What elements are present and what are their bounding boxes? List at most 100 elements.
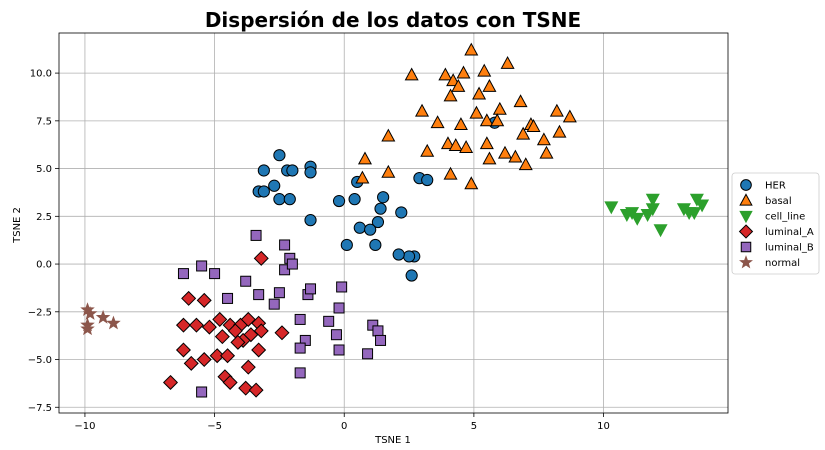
legend: HER basal cell_line luminal_A luminal_Bnorma… <box>731 172 820 275</box>
y-tick-label: 7.5 <box>36 116 52 127</box>
data-point-luminal_B <box>240 275 252 287</box>
data-point-cell_line <box>695 199 710 213</box>
data-point-luminal_B <box>372 325 384 337</box>
data-point-basal <box>516 126 531 140</box>
data-point-basal <box>477 63 492 77</box>
data-point-basal <box>459 140 474 153</box>
series-luminal_B <box>177 229 387 398</box>
data-points <box>80 42 710 398</box>
data-point-luminal_B <box>362 348 374 360</box>
data-point-HER <box>395 206 408 219</box>
x-tick-label: −5 <box>207 421 222 432</box>
data-point-luminal_B <box>333 302 345 314</box>
data-point-HER <box>283 193 296 206</box>
data-point-cell_line <box>604 201 619 215</box>
data-point-luminal_A <box>201 319 217 335</box>
data-point-basal <box>500 56 515 69</box>
data-point-luminal_B <box>177 268 189 280</box>
x-axis-label: TSNE 1 <box>374 435 411 446</box>
data-point-HER <box>364 223 377 236</box>
data-point-basal <box>518 157 533 171</box>
legend-item-HER: HER <box>740 179 786 192</box>
data-point-cell_line <box>630 212 645 226</box>
data-point-luminal_B <box>294 313 306 325</box>
data-point-basal <box>562 109 577 123</box>
data-point-luminal_A <box>240 359 256 375</box>
data-point-luminal_A <box>248 382 264 398</box>
data-point-luminal_B <box>279 239 291 251</box>
legend-label: HER <box>765 181 786 192</box>
data-point-HER <box>421 173 434 187</box>
chart-title: Dispersión de los datos con TSNE <box>205 8 581 32</box>
data-point-HER <box>369 238 382 252</box>
data-point-luminal_B <box>375 334 387 346</box>
data-point-luminal_A <box>196 292 212 308</box>
y-tick-label: 0.0 <box>36 260 52 271</box>
square-icon <box>740 241 752 253</box>
legend-item-luminal_A: luminal_A <box>738 224 814 239</box>
data-point-basal <box>508 149 523 163</box>
data-point-luminal_B <box>294 342 306 354</box>
data-point-HER <box>268 179 281 192</box>
data-point-luminal_B <box>333 344 345 356</box>
data-point-HER <box>304 166 317 179</box>
data-point-luminal_B <box>273 287 285 299</box>
diamond-icon <box>738 224 754 239</box>
data-point-luminal_B <box>253 289 265 301</box>
circle-icon <box>740 179 752 191</box>
y-axis-label: TSNE 2 <box>12 207 23 244</box>
y-tick-label: 5.0 <box>36 164 52 175</box>
data-point-luminal_B <box>196 260 208 272</box>
legend-label: luminal_A <box>765 227 814 238</box>
x-tick-label: 5 <box>471 421 477 432</box>
data-point-basal <box>490 113 505 127</box>
data-point-basal <box>497 145 513 159</box>
data-point-luminal_A <box>181 290 197 306</box>
y-tick-label: 10.0 <box>30 69 52 80</box>
data-point-HER <box>257 185 270 198</box>
data-point-basal <box>482 151 497 165</box>
data-point-basal <box>446 73 461 87</box>
data-point-HER <box>405 269 418 282</box>
data-point-HER <box>353 221 366 234</box>
series-normal <box>80 302 121 336</box>
data-point-basal <box>430 115 445 129</box>
legend-box <box>731 172 820 275</box>
x-tick-label: 0 <box>341 421 347 432</box>
data-point-basal <box>448 138 463 152</box>
data-point-luminal_B <box>323 315 335 327</box>
star-icon <box>739 255 753 269</box>
x-tick-label: 10 <box>597 421 610 432</box>
data-point-HER <box>402 250 416 263</box>
data-point-luminal_B <box>209 268 221 280</box>
data-point-luminal_A <box>162 374 179 390</box>
legend-item-normal: normal <box>739 255 800 269</box>
y-tick-label: −2.5 <box>28 307 52 318</box>
data-point-HER <box>348 193 361 206</box>
data-point-basal <box>482 78 497 92</box>
y-axis-ticks: −7.5 −5.0 −2.5 0.0 2.5 5.0 7.5 10.0 <box>28 69 59 414</box>
data-point-basal <box>464 42 479 56</box>
data-point-HER <box>273 149 286 162</box>
grid-lines <box>59 33 728 413</box>
data-point-basal <box>513 94 528 108</box>
data-point-basal <box>415 103 430 117</box>
data-point-basal <box>472 86 487 100</box>
data-point-luminal_A <box>230 334 246 350</box>
data-point-luminal_A <box>175 342 191 358</box>
data-point-luminal_A <box>196 352 212 368</box>
data-point-HER <box>273 193 286 206</box>
data-point-luminal_A <box>214 329 230 345</box>
legend-label: normal <box>765 258 800 269</box>
data-point-HER <box>371 215 385 229</box>
data-point-basal <box>381 164 396 178</box>
data-point-basal <box>526 119 541 132</box>
legend-label: cell_line <box>765 212 805 223</box>
triangle-down-icon <box>739 210 753 224</box>
data-point-normal <box>106 315 121 330</box>
data-point-luminal_B <box>336 281 348 293</box>
data-point-basal <box>549 103 564 117</box>
data-point-luminal_B <box>286 258 298 270</box>
data-point-cell_line <box>645 193 660 207</box>
